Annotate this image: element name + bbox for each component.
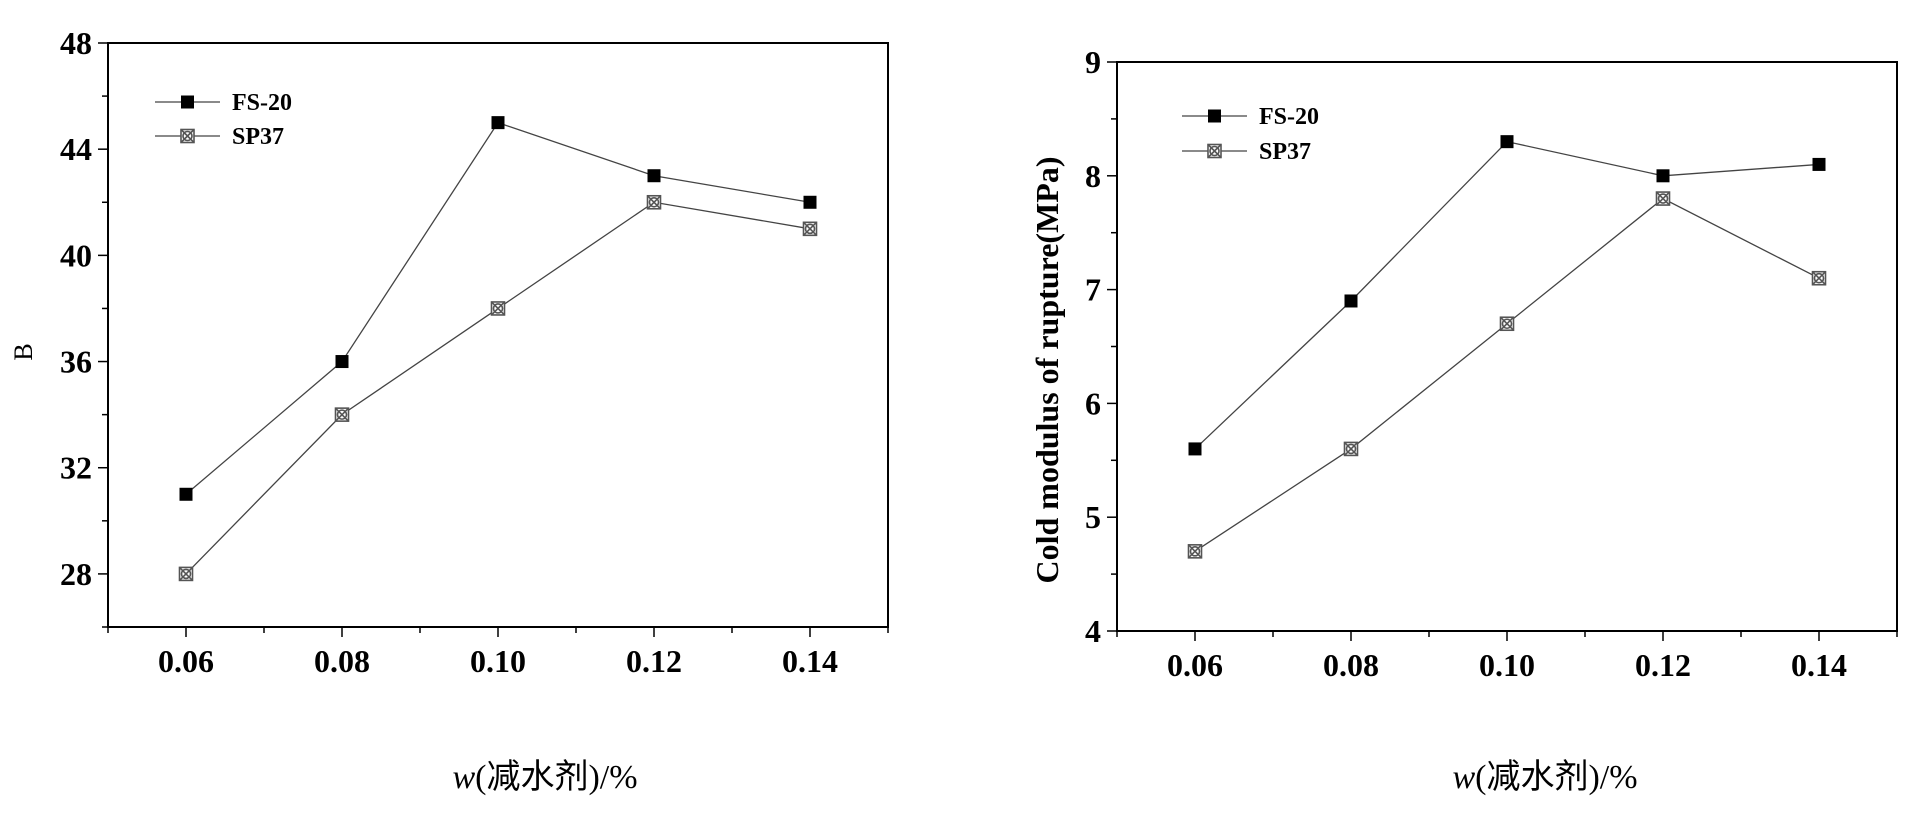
y-tick-label: 48 [60, 25, 92, 61]
data-point [1343, 441, 1359, 457]
x-tick-label: 0.14 [1791, 647, 1847, 683]
data-point [490, 301, 506, 316]
legend-entry: FS-20 [155, 90, 292, 116]
y-tick-label: 5 [1085, 499, 1101, 535]
legend-entry: FS-20 [1182, 104, 1319, 130]
x-tick-label: 0.12 [626, 643, 682, 679]
data-point [178, 566, 194, 582]
data-point [1656, 169, 1670, 183]
y-tick-label: 40 [60, 237, 92, 273]
legend-entry: SP37 [155, 124, 284, 150]
series-line [1194, 197, 1820, 552]
x-tick-label: 0.06 [158, 643, 214, 679]
y-tick-label: 8 [1085, 158, 1101, 194]
data-point [803, 195, 817, 209]
legend-marker [1208, 109, 1221, 123]
series-line [185, 201, 811, 575]
data-point [1188, 442, 1202, 456]
legend-label: FS-20 [232, 90, 292, 116]
data-point [1811, 270, 1827, 286]
x-axis-label: w(减水剂)/% [1452, 758, 1637, 796]
y-tick-label: 28 [60, 556, 92, 592]
x-tick-label: 0.10 [1479, 647, 1535, 683]
data-point [802, 221, 818, 237]
y-tick-label: 4 [1085, 613, 1101, 649]
data-point [1655, 191, 1671, 206]
data-point [1812, 157, 1826, 171]
y-tick-label: 44 [60, 131, 92, 167]
x-tick-label: 0.14 [782, 643, 838, 679]
x-tick-label: 0.12 [1635, 647, 1691, 683]
legend-label: SP37 [232, 124, 284, 150]
data-point [179, 487, 193, 501]
x-tick-label: 0.08 [314, 643, 370, 679]
y-tick-label: 6 [1085, 385, 1101, 421]
legend-entry: SP37 [1182, 139, 1311, 165]
y-tick-label: 7 [1085, 272, 1101, 308]
data-point [1500, 135, 1514, 149]
y-tick-label: 36 [60, 344, 92, 380]
y-axis-label: Cold modulus of rupture(MPa) [1029, 157, 1065, 584]
plot-frame [107, 42, 889, 628]
legend-label: FS-20 [1259, 104, 1319, 130]
series-fs-20 [1188, 135, 1826, 456]
data-point [334, 407, 350, 422]
x-axis-label-rest: (减水剂)/% [1475, 758, 1637, 796]
legend-marker [180, 128, 195, 144]
data-point [1187, 544, 1203, 559]
data-point [335, 355, 349, 369]
data-point [491, 116, 505, 130]
chart-panel-1: 0.06 0.08 0.10 0.12 0.14 28 32 36 40 44 48 Bw(减水剂)/… [9, 25, 889, 796]
y-axis-label: B [9, 343, 38, 360]
series-sp37 [1187, 191, 1827, 559]
x-tick-label: 0.08 [1323, 647, 1379, 683]
y-tick-label: 32 [60, 450, 92, 486]
x-axis-label-var: w [452, 759, 475, 796]
x-axis-label: w(减水剂)/% [452, 758, 637, 796]
x-axis-label-rest: (减水剂)/% [475, 758, 637, 796]
y-tick-label: 9 [1085, 44, 1101, 80]
series-sp37 [178, 194, 818, 582]
data-point [1499, 316, 1515, 332]
x-axis-label-var: w [1452, 759, 1475, 796]
legend-marker [181, 95, 194, 109]
series-line [1194, 140, 1820, 450]
data-point [646, 194, 662, 210]
data-point [1344, 294, 1358, 308]
x-tick-label: 0.06 [1167, 647, 1223, 683]
legend-marker [1207, 143, 1222, 159]
series-fs-20 [179, 116, 817, 501]
chart-panel-2: 0.06 0.08 0.10 0.12 0.14 4 5 6 7 8 9 Cold modulus o… [1029, 44, 1898, 796]
x-tick-label: 0.10 [470, 643, 526, 679]
data-point [647, 169, 661, 183]
legend-label: SP37 [1259, 139, 1311, 165]
